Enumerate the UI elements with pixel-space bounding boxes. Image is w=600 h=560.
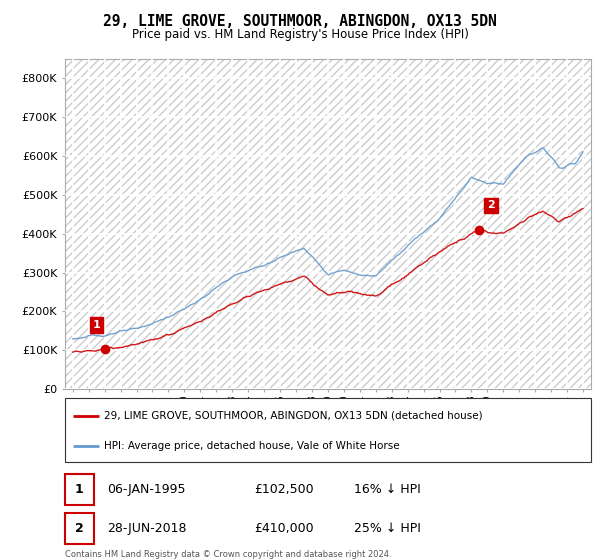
Text: 2: 2 [75, 522, 83, 535]
FancyBboxPatch shape [65, 513, 94, 544]
Text: £102,500: £102,500 [254, 483, 314, 496]
Text: Price paid vs. HM Land Registry's House Price Index (HPI): Price paid vs. HM Land Registry's House … [131, 28, 469, 41]
Text: HPI: Average price, detached house, Vale of White Horse: HPI: Average price, detached house, Vale… [104, 441, 400, 451]
Text: 16% ↓ HPI: 16% ↓ HPI [354, 483, 421, 496]
Text: £410,000: £410,000 [254, 522, 314, 535]
Text: 28-JUN-2018: 28-JUN-2018 [107, 522, 187, 535]
Text: Contains HM Land Registry data © Crown copyright and database right 2024.
This d: Contains HM Land Registry data © Crown c… [65, 550, 391, 560]
Text: 1: 1 [92, 320, 100, 330]
Text: 29, LIME GROVE, SOUTHMOOR, ABINGDON, OX13 5DN (detached house): 29, LIME GROVE, SOUTHMOOR, ABINGDON, OX1… [104, 410, 483, 421]
FancyBboxPatch shape [65, 474, 94, 505]
FancyBboxPatch shape [65, 398, 591, 462]
Text: 2: 2 [487, 200, 495, 211]
Text: 06-JAN-1995: 06-JAN-1995 [107, 483, 185, 496]
Text: 29, LIME GROVE, SOUTHMOOR, ABINGDON, OX13 5DN: 29, LIME GROVE, SOUTHMOOR, ABINGDON, OX1… [103, 14, 497, 29]
Text: 1: 1 [75, 483, 83, 496]
Text: 25% ↓ HPI: 25% ↓ HPI [354, 522, 421, 535]
